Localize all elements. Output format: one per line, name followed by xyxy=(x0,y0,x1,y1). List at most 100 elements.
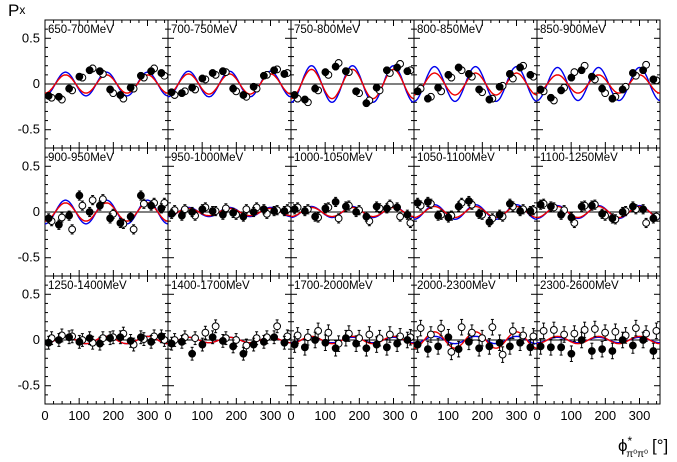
data-point-filled xyxy=(413,87,422,96)
x-tick-label: 100 xyxy=(560,408,582,423)
data-point-open xyxy=(201,328,210,337)
data-point-filled xyxy=(423,198,432,206)
x-tick-label: 300 xyxy=(506,408,528,423)
data-point-filled xyxy=(75,191,84,200)
data-point-filled xyxy=(382,204,391,213)
data-point-filled xyxy=(598,209,607,218)
data-point-filled xyxy=(608,347,617,355)
y-tick-label: 0.5 xyxy=(22,30,40,45)
data-point-open xyxy=(303,333,312,342)
x-tick-label: 100 xyxy=(314,408,336,423)
data-point-filled xyxy=(516,63,525,72)
data-point-filled xyxy=(85,208,94,216)
data-point-filled xyxy=(147,67,156,76)
data-point-filled xyxy=(188,349,197,358)
data-point-filled xyxy=(628,341,637,350)
data-point-filled xyxy=(290,205,299,214)
x-tick-label: 100 xyxy=(68,408,90,423)
data-point-filled xyxy=(444,333,453,342)
x-tick-label: 300 xyxy=(260,408,282,423)
data-point-filled xyxy=(639,66,648,75)
data-point-open xyxy=(529,332,538,341)
data-point-filled xyxy=(147,337,156,346)
data-point-open xyxy=(98,195,107,204)
data-point-open xyxy=(642,219,651,227)
panel: 800-850MeV xyxy=(413,19,538,149)
data-point-filled xyxy=(54,220,63,229)
data-point-filled xyxy=(65,84,74,93)
data-point-open xyxy=(78,201,87,210)
data-point-filled xyxy=(85,334,94,343)
data-point-filled xyxy=(577,202,586,211)
data-point-open xyxy=(426,330,435,339)
data-point-filled xyxy=(567,73,576,82)
data-point-filled xyxy=(372,83,381,92)
data-point-open xyxy=(642,329,651,338)
data-point-open xyxy=(590,325,599,333)
data-point-filled xyxy=(567,213,576,222)
data-point-filled xyxy=(270,66,279,75)
data-point-filled xyxy=(341,67,350,76)
panel: 2300-2600MeV xyxy=(536,275,661,405)
data-point-filled xyxy=(434,211,443,220)
data-point-filled xyxy=(208,69,217,77)
panel: 650-700MeV xyxy=(44,19,169,149)
data-point-open xyxy=(180,205,189,214)
panel-energy-label: 850-900MeV xyxy=(540,24,606,36)
data-point-filled xyxy=(311,336,320,344)
panel: 1050-1100MeV xyxy=(413,147,538,277)
panel-energy-label: 900-950MeV xyxy=(48,152,114,164)
data-point-open xyxy=(324,328,333,337)
x-tick-label: 200 xyxy=(594,408,616,423)
data-point-filled xyxy=(413,340,422,349)
data-point-filled xyxy=(218,210,227,219)
data-point-filled xyxy=(495,338,504,347)
panel: 900-950MeV xyxy=(44,147,169,277)
data-point-filled xyxy=(536,200,545,209)
y-tick-label: -0.5 xyxy=(18,378,40,393)
data-point-filled xyxy=(475,85,484,94)
data-point-filled xyxy=(557,343,566,352)
data-point-filled xyxy=(167,209,176,218)
data-point-filled xyxy=(403,67,412,76)
data-point-filled xyxy=(54,92,63,101)
x-tick-label: 0 xyxy=(533,408,540,423)
data-point-filled xyxy=(577,66,586,75)
data-point-filled xyxy=(44,91,53,100)
model-curve-red xyxy=(290,68,415,100)
data-point-open xyxy=(457,323,466,332)
data-point-open xyxy=(447,347,456,356)
data-point-filled xyxy=(177,89,186,98)
panel-energy-label: 1700-2000MeV xyxy=(294,280,373,292)
y-axis-labels: -0.5 0 0.5 -0.5 0 0.5 -0.5 0 0.5 xyxy=(18,30,40,392)
data-point-open xyxy=(314,326,323,335)
data-point-filled xyxy=(618,208,627,216)
data-point-filled xyxy=(75,337,84,346)
data-point-filled xyxy=(577,336,586,344)
data-point-filled xyxy=(536,342,545,351)
data-point-filled xyxy=(362,99,371,108)
data-point-open xyxy=(652,326,661,335)
data-point-filled xyxy=(95,201,104,210)
panel-energy-label: 700-750MeV xyxy=(171,24,237,36)
y-tick-label: -0.5 xyxy=(18,250,40,265)
data-point-filled xyxy=(526,70,535,79)
data-point-filled xyxy=(249,208,258,216)
data-point-filled xyxy=(618,85,627,94)
data-point-filled xyxy=(464,197,473,205)
data-point-filled xyxy=(434,342,443,351)
data-point-open xyxy=(221,204,230,213)
data-point-open xyxy=(191,334,200,343)
y-tick-label: 0 xyxy=(33,76,40,91)
x-tick-label: 200 xyxy=(471,408,493,423)
data-point-open xyxy=(242,205,251,214)
panel: 1000-1050MeV xyxy=(290,147,415,277)
data-point-filled xyxy=(280,338,289,347)
model-curve-red xyxy=(413,72,538,96)
data-point-open xyxy=(375,334,384,343)
data-point-filled xyxy=(157,69,166,77)
data-point-filled xyxy=(393,339,402,348)
data-point-open xyxy=(385,330,394,339)
data-point-open xyxy=(580,326,589,334)
